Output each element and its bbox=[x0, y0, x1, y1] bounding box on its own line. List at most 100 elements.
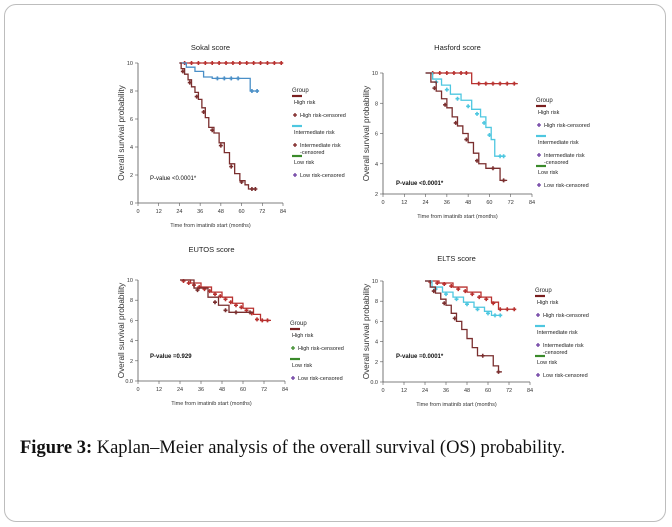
panel-4-series-1-censor-mark bbox=[505, 307, 510, 312]
panel-2-series-2-line bbox=[425, 72, 504, 157]
panel-4-x-tick-label: 36 bbox=[443, 388, 449, 394]
panel-4-y-axis-label: Overall survival probability bbox=[362, 283, 371, 379]
panel-4-series-3-censor-mark bbox=[442, 301, 447, 306]
panel-1-series-2-censor-mark bbox=[255, 89, 260, 93]
panel-1-series-1-censor-mark bbox=[210, 61, 215, 65]
panel-2-y-tick-label: 4 bbox=[375, 162, 378, 168]
panel-3-legend-label: High risk-censored bbox=[298, 346, 344, 352]
panel-3-series-1-censor-mark bbox=[234, 303, 238, 308]
panel-2-series-3-line bbox=[425, 72, 508, 182]
panel-2-legend-swatch-plus bbox=[537, 153, 541, 157]
panel-3-series-1-censor-mark bbox=[239, 305, 244, 310]
panel-2-series-2-censor-mark bbox=[482, 120, 487, 125]
panel-2-series-3-censor-mark bbox=[501, 178, 506, 183]
panel-2-x-axis-label: Time from imatinib start (months) bbox=[417, 214, 498, 220]
panel-1-series-3-censor-mark bbox=[187, 80, 192, 85]
panel-3-legend-label: Low risk-censored bbox=[298, 376, 343, 382]
panel-4-title: ELTS score bbox=[437, 254, 476, 263]
panel-1-series-1-censor-mark bbox=[244, 61, 249, 65]
panel-2-x-tick-label: 84 bbox=[529, 200, 535, 206]
panel-1-y-tick-label: 10 bbox=[127, 61, 133, 67]
panel-2-x-tick-label: 60 bbox=[486, 200, 492, 206]
panel-3-x-tick-label: 84 bbox=[282, 387, 288, 393]
panel-4-series-1-censor-mark bbox=[484, 297, 489, 302]
panel-4-legend-swatch-plus bbox=[536, 373, 540, 377]
panel-4-legend-label-cont: -censored bbox=[543, 350, 567, 356]
panel-1-series-2-line bbox=[179, 62, 259, 92]
panel-1-x-tick-label: 48 bbox=[218, 209, 224, 215]
panel-4-series-3-censor-mark bbox=[496, 369, 501, 374]
panel-1-legend-swatch-plus bbox=[293, 143, 297, 147]
panel-1-series-3-censor-mark bbox=[180, 69, 185, 74]
panel-3-series-1-censor-mark bbox=[213, 292, 217, 297]
panel-2-legend-label: High risk-censored bbox=[544, 123, 590, 129]
panel-2-y-tick-label: 2 bbox=[375, 192, 378, 198]
panel-3-x-tick-label: 12 bbox=[156, 387, 162, 393]
panel-3-x-tick-label: 24 bbox=[177, 387, 183, 393]
panel-1-series-1-censor-mark bbox=[237, 61, 242, 65]
panel-1-legend-label: High risk-censored bbox=[300, 113, 346, 119]
panel-2-legend-label: Intermediate risk bbox=[538, 140, 579, 146]
panel-2-series-1-censor-mark bbox=[512, 81, 517, 86]
panel-1-y-tick-label: 2 bbox=[130, 173, 133, 179]
panel-3-y-tick-label: 10 bbox=[127, 278, 133, 284]
panel-2-series-1-censor-mark bbox=[476, 81, 481, 86]
panel-2-series-2-censor-mark bbox=[475, 111, 480, 116]
panel-4-legend-label: Low risk bbox=[537, 360, 557, 366]
panel-1-y-tick-label: 6 bbox=[130, 117, 133, 123]
panel-2-series-2-censor-mark bbox=[498, 154, 503, 159]
panel-2-series-3-censor-mark bbox=[453, 120, 458, 125]
panel-4-series-1-censor-mark bbox=[491, 301, 496, 306]
panel-2-series-1-censor-mark bbox=[451, 71, 456, 75]
panel-1-series-2-censor-mark bbox=[222, 76, 227, 81]
panel-4-series-2-censor-mark bbox=[465, 302, 469, 307]
panel-2-x-tick-label: 24 bbox=[423, 200, 429, 206]
panel-1-x-tick-label: 60 bbox=[239, 209, 245, 215]
panel-1-series-1-censor-mark bbox=[217, 61, 222, 65]
panel-2-x-tick-label: 12 bbox=[401, 200, 407, 206]
panel-1-series-1-censor-mark bbox=[251, 61, 256, 65]
panel-1-y-tick-label: 4 bbox=[130, 145, 133, 151]
panel-1-series-1-censor-mark bbox=[224, 61, 229, 65]
panel-1-legend-swatch-plus bbox=[293, 173, 297, 177]
panel-1-series-3-censor-mark bbox=[253, 187, 258, 191]
panel-2-series-1-censor-mark bbox=[444, 71, 449, 75]
panel-4-legend-swatch-plus bbox=[536, 313, 540, 317]
panel-1-x-tick-label: 36 bbox=[197, 209, 203, 215]
panel-2-legend-swatch-plus bbox=[537, 123, 541, 127]
panel-1-legend-label: Intermediate risk bbox=[300, 143, 341, 149]
panel-4-y-tick-label: 2 bbox=[375, 360, 378, 366]
panel-4-series-1-censor-mark bbox=[442, 282, 447, 287]
panel-1-legend-swatch-plus bbox=[293, 113, 297, 117]
panel-1-series-3-censor-mark bbox=[194, 94, 199, 99]
panel-1-x-axis-label: Time from imatinib start (months) bbox=[170, 223, 251, 229]
panel-3-legend-swatch-plus bbox=[291, 376, 295, 380]
panel-1-x-tick-label: 12 bbox=[156, 209, 162, 215]
panel-4-x-tick-label: 48 bbox=[464, 388, 470, 394]
panel-3-series-2-censor-mark bbox=[248, 310, 252, 315]
panel-1-x-tick-label: 24 bbox=[176, 209, 182, 215]
panel-3-series-1-censor-mark bbox=[218, 294, 223, 299]
panel-4-x-tick-label: 24 bbox=[422, 388, 428, 394]
panel-1-series-2-censor-mark bbox=[249, 89, 254, 93]
panel-3-legend-label: High risk bbox=[292, 333, 314, 339]
figure-label: Figure 3: bbox=[20, 438, 93, 458]
panel-4-series-3-censor-mark bbox=[452, 316, 457, 321]
panel-2-title: Hasford score bbox=[434, 43, 481, 52]
panel-1-series-3-line bbox=[179, 62, 256, 190]
panel-1-series-3-censor-mark bbox=[201, 110, 206, 114]
panel-2-series-2-censor-mark bbox=[455, 96, 460, 101]
panel-1-legend-label-cont: -censored bbox=[300, 150, 324, 156]
panel-2-series-3-censor-mark bbox=[490, 166, 495, 171]
panel-3-x-tick-label: 36 bbox=[198, 387, 204, 393]
panel-4-series-1-censor-mark bbox=[512, 307, 517, 312]
panel-3-legend-label: Low risk bbox=[292, 363, 312, 369]
panel-1-legend-label: Intermediate risk bbox=[294, 130, 335, 136]
panel-2-series-3-censor-mark bbox=[475, 158, 480, 163]
panel-4-series-3-line bbox=[425, 280, 502, 373]
panel-1-series-3-censor-mark bbox=[239, 180, 244, 184]
panel-3-y-tick-label: 0.0 bbox=[125, 379, 133, 385]
panel-4-series-1-censor-mark bbox=[463, 289, 468, 294]
panel-2-y-tick-label: 6 bbox=[375, 132, 378, 138]
